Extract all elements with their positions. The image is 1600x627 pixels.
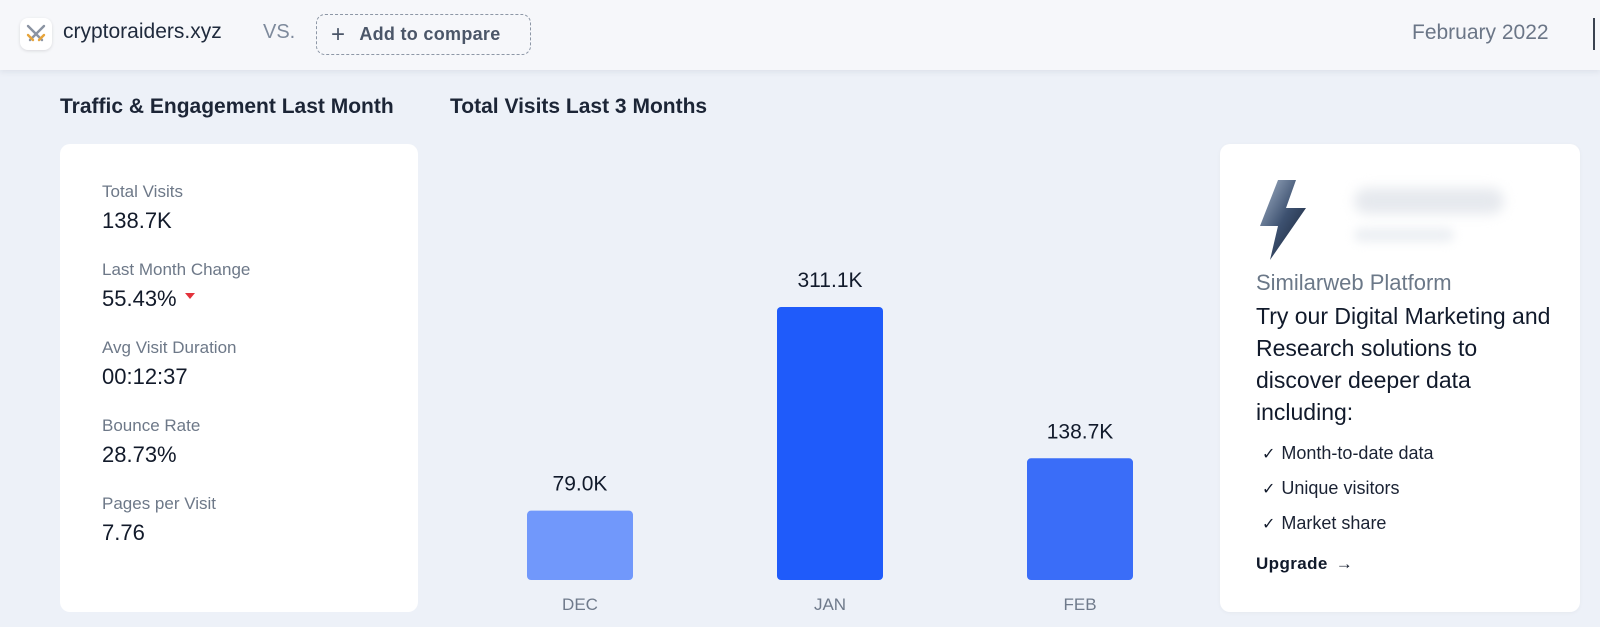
metric-avg-visit-duration: Avg Visit Duration 00:12:37 (102, 338, 237, 390)
metric-value: 28.73% (102, 442, 177, 467)
traffic-metrics-card: Total Visits 138.7K Last Month Change 55… (60, 144, 418, 612)
metric-label: Bounce Rate (102, 416, 201, 435)
visits-chart-title: Total Visits Last 3 Months (450, 95, 708, 118)
visits-bar-chart-container: 79.0K DEC 311.1K JAN 138.7K FEB (450, 140, 1170, 620)
metric-total-visits: Total Visits 138.7K (102, 182, 183, 234)
vs-label: VS. (263, 21, 296, 43)
arrow-right-icon: → (1335, 554, 1354, 573)
promo-headline: Try our Digital Marketing and Research s… (1256, 303, 1551, 425)
list-item: ✓ Unique visitors (1262, 471, 1434, 506)
x-tick-label: FEB (1063, 595, 1096, 614)
promo-eyebrow: Similarweb Platform (1256, 270, 1452, 295)
bar-value-label: 311.1K (798, 269, 863, 292)
add-to-compare-button[interactable]: + Add to compare (316, 14, 531, 55)
metric-label: Last Month Change (102, 260, 251, 279)
blurred-placeholder (1354, 188, 1504, 214)
list-item: ✓ Month-to-date data (1262, 436, 1434, 471)
bar-value-label: 79.0K (553, 473, 608, 496)
header-divider (1593, 18, 1595, 50)
x-tick-label: JAN (814, 595, 846, 614)
metric-bounce-rate: Bounce Rate 28.73% (102, 416, 200, 468)
metric-value: 7.76 (102, 520, 145, 545)
feature-label: Month-to-date data (1281, 443, 1434, 463)
site-domain: cryptoraiders.xyz (63, 20, 222, 43)
promo-feature-list: ✓ Month-to-date data ✓ Unique visitors ✓ Ma… (1262, 436, 1434, 541)
bar-value-label: 138.7K (1047, 420, 1114, 443)
lightning-bolt-icon (1260, 180, 1306, 260)
bar-jan[interactable] (777, 307, 883, 580)
visits-bar-chart: 79.0K DEC 311.1K JAN 138.7K FEB (527, 269, 1133, 614)
crossed-swords-icon (26, 24, 46, 42)
upgrade-link[interactable]: Upgrade → (1256, 554, 1353, 574)
feature-label: Unique visitors (1281, 478, 1400, 498)
check-icon: ✓ (1262, 480, 1276, 498)
metric-label: Pages per Visit (102, 494, 217, 513)
blurred-placeholder (1354, 228, 1454, 242)
metric-value: 00:12:37 (102, 364, 188, 389)
metric-pages-per-visit: Pages per Visit 7.76 (102, 494, 216, 546)
bar-feb[interactable] (1027, 458, 1133, 580)
metric-value: 138.7K (102, 208, 172, 233)
trend-down-icon (184, 293, 195, 300)
date-selector[interactable]: February 2022 (1412, 21, 1549, 44)
promo-card: Similarweb Platform Try our Digital Mark… (1220, 144, 1580, 612)
list-item: ✓ Market share (1262, 506, 1434, 541)
bar-dec[interactable] (527, 510, 633, 580)
check-icon: ✓ (1262, 445, 1276, 463)
add-to-compare-label: Add to compare (359, 24, 501, 44)
top-bar: cryptoraiders.xyz VS. + Add to compare F… (0, 0, 1600, 70)
upgrade-label: Upgrade (1256, 554, 1328, 573)
feature-label: Market share (1281, 513, 1387, 533)
metric-label: Avg Visit Duration (102, 338, 237, 357)
metric-label: Total Visits (102, 182, 183, 201)
plus-icon: + (331, 20, 346, 48)
metric-last-month-change: Last Month Change 55.43% (102, 260, 250, 312)
metric-value-row: 55.43% (102, 286, 250, 312)
metric-value: 55.43% (102, 286, 177, 311)
site-favicon (20, 18, 52, 50)
x-tick-label: DEC (562, 595, 598, 614)
traffic-section-title: Traffic & Engagement Last Month (60, 95, 394, 118)
check-icon: ✓ (1262, 515, 1276, 533)
